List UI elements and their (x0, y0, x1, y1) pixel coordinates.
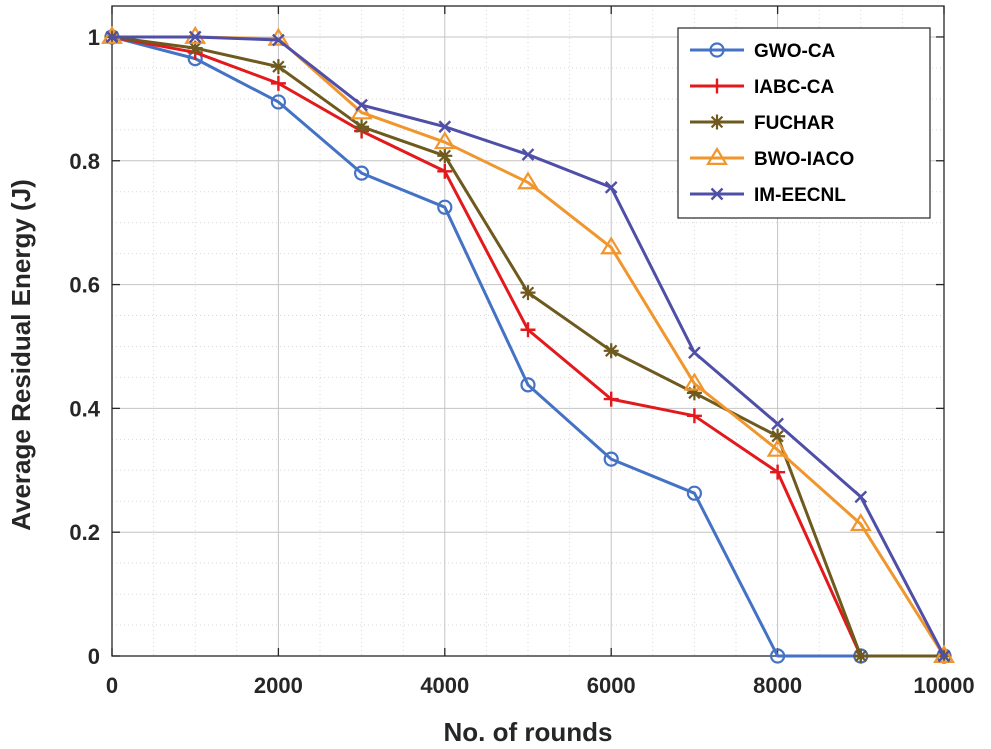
y-tick-label: 0.8 (69, 149, 100, 174)
y-axis-label: Average Residual Energy (J) (6, 179, 36, 531)
data-point-gwo-ca (354, 165, 370, 181)
series-im-eecnl (105, 30, 951, 663)
legend-item-im-eecnl: IM-EECNL (690, 185, 846, 206)
y-tick-label: 0.2 (69, 520, 100, 545)
data-point-gwo-ca (437, 199, 453, 215)
data-point-iabc-ca (686, 408, 702, 424)
axes: 0 2000 4000 6000 8000 10000 0 0.2 0.4 0.6 0.8 1 (69, 5, 975, 698)
plot-frame (111, 5, 945, 657)
data-point-im-eecnl (688, 346, 701, 360)
data-point-im-eecnl (355, 98, 368, 112)
x-axis-label: No. of rounds (444, 717, 613, 747)
data-point-fuchar (437, 148, 453, 164)
data-point-im-eecnl (521, 148, 535, 161)
data-point-bwo-iaco (683, 372, 706, 391)
data-point-bwo-iaco (517, 171, 539, 190)
data-point-bwo-iaco (600, 236, 623, 255)
legend-item-gwo-ca: GWO-CA (690, 41, 836, 62)
data-point-gwo-ca (603, 451, 619, 467)
data-point-gwo-ca (520, 377, 536, 393)
data-point-im-eecnl (604, 181, 618, 194)
data-point-fuchar (270, 59, 286, 75)
data-point-iabc-ca (770, 464, 786, 480)
y-tick-label: 0.6 (69, 273, 100, 298)
data-point-fuchar (354, 119, 370, 135)
data-point-bwo-iaco (933, 644, 955, 663)
legend: GWO-CA IABC-CA FUCHAR BWO-IACO IM-EECNL (677, 27, 931, 219)
data-point-gwo-ca (769, 648, 786, 664)
legend-label-bwo-iaco: BWO-IACO (754, 149, 854, 170)
data-point-gwo-ca (270, 94, 286, 110)
legend-label-fuchar: FUCHAR (754, 113, 834, 134)
y-tick-label: 1 (88, 25, 100, 50)
data-point-fuchar (603, 343, 619, 359)
data-point-im-eecnl (937, 649, 951, 663)
data-point-iabc-ca (270, 75, 286, 91)
data-point-fuchar (770, 428, 786, 444)
data-point-im-eecnl (272, 33, 285, 47)
x-tick-label: 4000 (420, 673, 469, 698)
data-point-fuchar (686, 385, 702, 401)
legend-marker-iabc-ca (709, 78, 725, 94)
series-layer (101, 25, 955, 664)
data-point-bwo-iaco (184, 25, 207, 44)
data-point-iabc-ca (520, 322, 536, 338)
legend-label-iabc-ca: IABC-CA (754, 77, 834, 98)
data-point-im-eecnl (854, 490, 868, 504)
data-point-bwo-iaco (101, 25, 123, 44)
legend-item-iabc-ca: IABC-CA (690, 77, 834, 98)
data-point-bwo-iaco (766, 438, 789, 457)
x-tick-label: 0 (106, 673, 118, 698)
series-line-gwo-ca (111, 35, 944, 658)
data-point-im-eecnl (771, 417, 784, 431)
legend-item-bwo-iaco: BWO-IACO (690, 146, 854, 170)
x-tick-label: 8000 (753, 673, 802, 698)
legend-marker-bwo-iaco (706, 146, 728, 165)
data-point-im-eecnl (188, 30, 202, 44)
data-point-im-eecnl (438, 120, 452, 134)
data-point-gwo-ca (686, 485, 703, 501)
x-tick-label: 6000 (587, 673, 636, 698)
data-point-bwo-iaco (849, 513, 872, 532)
x-tick-label: 10000 (913, 673, 974, 698)
y-tick-label: 0.4 (69, 396, 100, 421)
legend-label-gwo-ca: GWO-CA (754, 41, 836, 62)
data-point-fuchar (187, 40, 203, 56)
legend-item-fuchar: FUCHAR (690, 113, 834, 134)
legend-marker-fuchar (709, 114, 725, 130)
y-tick-label: 0 (88, 644, 100, 669)
data-point-iabc-ca (603, 391, 619, 407)
legend-marker-im-eecnl (710, 187, 724, 201)
legend-marker-gwo-ca (709, 42, 725, 58)
data-point-bwo-iaco (433, 131, 456, 150)
data-point-iabc-ca (437, 163, 453, 179)
data-point-fuchar (853, 648, 869, 664)
data-point-fuchar (520, 285, 536, 301)
x-tick-label: 2000 (254, 673, 303, 698)
data-point-im-eecnl (105, 30, 119, 44)
legend-label-im-eecnl: IM-EECNL (754, 185, 846, 206)
